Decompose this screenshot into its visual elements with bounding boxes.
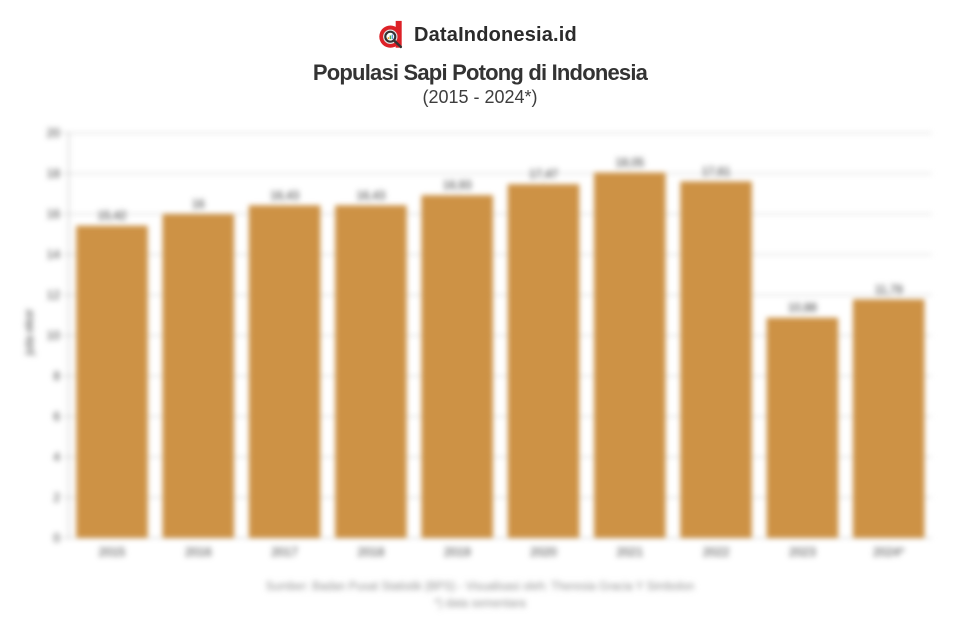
svg-text:14: 14 [47,247,61,261]
svg-text:20: 20 [47,126,61,140]
svg-text:4: 4 [53,450,60,464]
svg-text:15,42: 15,42 [98,211,127,223]
svg-text:17,61: 17,61 [702,166,731,178]
svg-text:2019: 2019 [444,545,471,559]
svg-text:2022: 2022 [703,545,730,559]
svg-text:2017: 2017 [271,545,298,559]
svg-text:8: 8 [53,369,60,383]
svg-text:2: 2 [53,490,60,504]
svg-text:17,47: 17,47 [529,169,558,181]
svg-text:0: 0 [53,531,60,545]
svg-text:2015: 2015 [99,545,126,559]
svg-text:16,43: 16,43 [270,190,299,202]
svg-text:*) data sementara: *) data sementara [434,598,526,610]
svg-text:Sumber: Badan Pusat Statistik: Sumber: Badan Pusat Statistik (BPS) - Vi… [266,581,695,593]
svg-text:10,88: 10,88 [788,303,817,315]
svg-text:2021: 2021 [616,545,643,559]
svg-text:2023: 2023 [789,545,816,559]
svg-text:16,43: 16,43 [357,190,386,202]
svg-text:2024*: 2024* [873,545,905,559]
svg-text:18,05: 18,05 [615,158,644,170]
svg-text:2018: 2018 [358,545,385,559]
svg-text:11,79: 11,79 [875,284,903,296]
svg-text:2020: 2020 [530,545,557,559]
svg-text:juta ekor: juta ekor [22,309,36,356]
svg-text:2016: 2016 [185,545,212,559]
svg-text:16: 16 [47,207,61,221]
svg-text:6: 6 [53,409,60,423]
svg-text:16,93: 16,93 [443,180,472,192]
svg-text:18: 18 [47,166,61,180]
svg-text:12: 12 [47,288,61,302]
svg-text:16: 16 [192,199,205,211]
svg-text:10: 10 [47,328,61,342]
